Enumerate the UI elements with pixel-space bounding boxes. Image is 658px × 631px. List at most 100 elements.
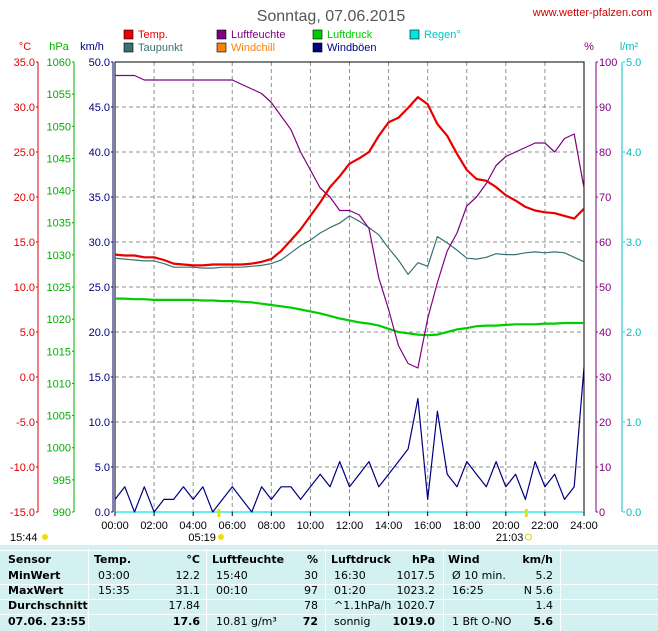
pressure-value: 1019.0 xyxy=(392,615,435,628)
x-tick-label: 02:00 xyxy=(140,520,168,532)
sunrise-icon xyxy=(217,534,224,540)
pressure-tick-label: 1040 xyxy=(47,186,71,198)
wind-unit-label: km/h xyxy=(80,41,104,53)
x-axis-ticks: 00:00 02:00 04:00 06:00 08:00 10:00 12:00 14:00… xyxy=(101,512,598,532)
statistics-table: Sensor Temp. °C Luftfeuchte % Luftdruck … xyxy=(0,545,658,631)
temp-tick-label: 25.0 xyxy=(14,147,35,159)
wind-tick-label: 30.0 xyxy=(89,237,110,249)
pressure-time: sonnig xyxy=(334,615,371,628)
weather-chart: Sonntag, 07.06.2015 www.wetter-pfalzen.c… xyxy=(10,7,652,544)
rain-unit-label: l/m² xyxy=(620,41,639,53)
site-link[interactable]: www.wetter-pfalzen.com xyxy=(532,7,652,19)
legend-swatch xyxy=(123,29,134,40)
humidity-tick-label: 10 xyxy=(599,462,611,474)
legend-swatch xyxy=(312,29,323,40)
day-length: 15:44 xyxy=(10,532,38,544)
header-temp: Temp. xyxy=(94,553,132,566)
humidity-time: 15:40 xyxy=(216,569,248,582)
humidity-time: 00:10 xyxy=(216,584,248,597)
pressure-tick-label: 1025 xyxy=(47,282,71,294)
temp-tick-label: 0.0 xyxy=(20,372,35,384)
rain-tick-label: 5.0 xyxy=(626,57,641,69)
x-tick-label: 18:00 xyxy=(453,520,481,532)
humidity-tick-label: 50 xyxy=(599,282,611,294)
pressure-tick-label: 1035 xyxy=(47,218,71,230)
humidity-tick-label: 60 xyxy=(599,237,611,249)
header-temp-unit: °C xyxy=(186,553,200,566)
wind-time: 16:25 xyxy=(452,584,484,597)
x-tick-label: 16:00 xyxy=(414,520,442,532)
x-tick-label: 24:00 xyxy=(570,520,598,532)
humidity-tick-label: 20 xyxy=(599,417,611,429)
legend-swatch xyxy=(312,42,323,53)
day-length-icon xyxy=(42,534,48,540)
temp-time: 03:00 xyxy=(98,569,130,582)
temp-time: 15:35 xyxy=(98,584,130,597)
temp-tick-label: -5.0 xyxy=(16,417,35,429)
humidity-tick-label: 90 xyxy=(599,102,611,114)
legend-swatch xyxy=(123,42,134,53)
wind-tick-label: 0.0 xyxy=(95,507,110,519)
humidity-tick-label: 40 xyxy=(599,327,611,339)
wind-tick-label: 35.0 xyxy=(89,192,110,204)
sun-times: 05:19 21:03 15:44 xyxy=(10,509,532,544)
wind-tick-label: 40.0 xyxy=(89,147,110,159)
wind-tick-label: 15.0 xyxy=(89,372,110,384)
pressure-time: 16:30 xyxy=(334,569,366,582)
header-pressure-unit: hPa xyxy=(411,553,435,566)
wind-tick-label: 10.0 xyxy=(89,417,110,429)
wind-value: 1.4 xyxy=(535,599,554,612)
temp-tick-label: 30.0 xyxy=(14,102,35,114)
humidity-unit-label: % xyxy=(584,41,594,53)
humidity-tick-label: 30 xyxy=(599,372,611,384)
x-tick-label: 22:00 xyxy=(531,520,559,532)
series-windben xyxy=(114,367,585,513)
temp-tick-label: 35.0 xyxy=(14,57,35,69)
temp-tick-label: 5.0 xyxy=(20,327,35,339)
pressure-tick-label: 995 xyxy=(53,475,71,487)
pressure-tick-label: 1010 xyxy=(47,378,71,390)
legend-label: Taupunkt xyxy=(138,42,183,54)
legend-label: Luftfeuchte xyxy=(231,29,285,41)
chart-grid xyxy=(114,61,585,513)
legend-swatch xyxy=(216,29,227,40)
humidity-value: 97 xyxy=(304,584,318,597)
humidity-value: 72 xyxy=(302,615,318,628)
pressure-tick-label: 1045 xyxy=(47,153,71,165)
temp-tick-label: -15.0 xyxy=(10,507,35,519)
legend-label: Windböen xyxy=(327,42,377,54)
row-label: MaxWert xyxy=(8,584,64,597)
series-luftdruck xyxy=(115,297,584,337)
chart-axes: 35.0 30.0 25.0 20.0 15.0 10.0 5.0 0.0 -5.0 -10.0 -… xyxy=(10,57,641,519)
wind-value: 5.2 xyxy=(535,569,554,582)
temp-value: 12.2 xyxy=(175,569,201,582)
pressure-tick-label: 1055 xyxy=(47,89,71,101)
series-taupunkt xyxy=(114,215,585,275)
pressure-time: 01:20 xyxy=(334,584,366,597)
header-humidity-unit: % xyxy=(306,553,318,566)
sunset-time: 21:03 xyxy=(496,532,524,544)
pressure-time: ^1.1hPa/h xyxy=(334,599,392,612)
header-sensor: Sensor xyxy=(8,553,51,566)
x-tick-label: 08:00 xyxy=(258,520,286,532)
x-tick-label: 14:00 xyxy=(375,520,403,532)
legend-label: Luftdruck xyxy=(327,29,373,41)
pressure-tick-label: 990 xyxy=(53,507,71,519)
wind-tick-label: 45.0 xyxy=(89,102,110,114)
pressure-tick-label: 1005 xyxy=(47,411,71,423)
row-label: 07.06. 23:55 xyxy=(8,615,86,628)
pressure-value: 1023.2 xyxy=(396,584,436,597)
wind-value: N 5.6 xyxy=(523,584,553,597)
pressure-unit-label: hPa xyxy=(49,41,69,53)
humidity-time: 10.81 g/m³ xyxy=(216,615,277,628)
x-tick-label: 00:00 xyxy=(101,520,129,532)
header-wind: Wind xyxy=(448,553,480,566)
row-label: Durchschnitt xyxy=(8,599,88,612)
pressure-tick-label: 1000 xyxy=(47,443,71,455)
humidity-value: 78 xyxy=(304,599,318,612)
sunset-icon xyxy=(524,533,532,541)
x-tick-label: 10:00 xyxy=(297,520,325,532)
humidity-tick-label: 100 xyxy=(599,57,617,69)
temp-unit-label: °C xyxy=(19,41,31,53)
temp-value: 17.84 xyxy=(168,599,201,612)
